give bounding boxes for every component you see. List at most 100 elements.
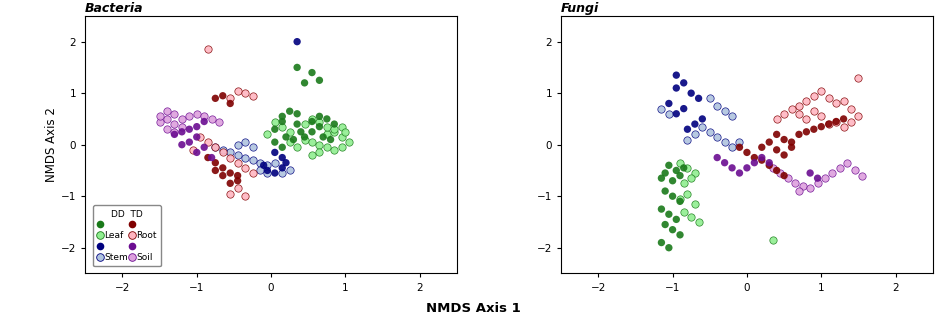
Point [672, 199, 688, 204]
Point [267, 150, 282, 155]
Point [275, 114, 290, 119]
Point [661, 111, 676, 116]
Point [238, 155, 253, 160]
Point [672, 232, 688, 237]
Point [688, 201, 703, 206]
Point [717, 109, 732, 114]
Point [688, 170, 703, 176]
Point [334, 145, 349, 150]
Point [167, 132, 182, 137]
Point [193, 135, 208, 140]
Point [665, 194, 680, 199]
Point [215, 165, 230, 170]
Point [777, 111, 792, 116]
Point [290, 111, 305, 116]
Point [319, 116, 334, 121]
Point [669, 111, 684, 116]
Point [754, 155, 769, 160]
Point [282, 140, 297, 145]
Point [724, 114, 740, 119]
Point [259, 163, 275, 168]
Point [282, 109, 297, 114]
Point [854, 173, 869, 178]
Point [275, 165, 290, 170]
Point [657, 189, 672, 194]
Point [773, 170, 788, 176]
Point [167, 121, 182, 127]
Point [848, 168, 863, 173]
Point [661, 245, 676, 250]
Point [304, 116, 319, 121]
Point [836, 116, 851, 121]
Point [792, 103, 807, 108]
Point [282, 168, 297, 173]
Point [653, 106, 669, 111]
Point [799, 98, 814, 103]
Point [754, 158, 769, 163]
Point [724, 165, 740, 170]
Point [684, 91, 699, 96]
Point [684, 176, 699, 181]
Point [245, 170, 260, 176]
Point [672, 160, 688, 165]
Point [215, 173, 230, 178]
Point [761, 140, 777, 145]
Point [230, 173, 245, 178]
Point [761, 160, 777, 165]
Point [211, 119, 226, 124]
Point [159, 127, 174, 132]
Point [267, 127, 282, 132]
Point [290, 121, 305, 127]
Point [821, 96, 836, 101]
Point [304, 70, 319, 75]
Point [661, 212, 676, 217]
Point [230, 186, 245, 191]
Point [761, 163, 777, 168]
Point [799, 129, 814, 134]
Y-axis label: NMDS Axis 2: NMDS Axis 2 [45, 107, 58, 182]
Point [806, 93, 821, 98]
Point [691, 219, 706, 225]
Text: NMDS Axis 1: NMDS Axis 1 [426, 302, 521, 315]
Point [297, 137, 313, 142]
Point [680, 165, 695, 170]
Point [342, 140, 357, 145]
Point [223, 181, 238, 186]
Point [799, 116, 814, 121]
Point [680, 127, 695, 132]
Point [777, 173, 792, 178]
Point [189, 111, 205, 116]
Point [159, 116, 174, 121]
Point [297, 121, 313, 127]
Point [323, 137, 338, 142]
Point [319, 132, 334, 137]
Point [695, 124, 710, 129]
Point [297, 80, 313, 86]
Point [290, 65, 305, 70]
Point [223, 191, 238, 196]
Point [186, 147, 201, 152]
Point [806, 127, 821, 132]
Point [223, 96, 238, 101]
Point [182, 127, 197, 132]
Point [688, 132, 703, 137]
Point [304, 119, 319, 124]
Point [223, 150, 238, 155]
Point [672, 196, 688, 201]
Point [230, 152, 245, 157]
Point [732, 140, 747, 145]
Point [286, 137, 301, 142]
Point [754, 145, 769, 150]
Point [327, 129, 342, 134]
Point [810, 181, 825, 186]
Point [740, 150, 755, 155]
Point [765, 238, 780, 243]
Point [676, 106, 691, 111]
Point [740, 165, 755, 170]
Point [207, 145, 223, 150]
Point [275, 124, 290, 129]
Point [230, 142, 245, 147]
Point [665, 227, 680, 232]
Point [669, 86, 684, 91]
Point [267, 170, 282, 176]
